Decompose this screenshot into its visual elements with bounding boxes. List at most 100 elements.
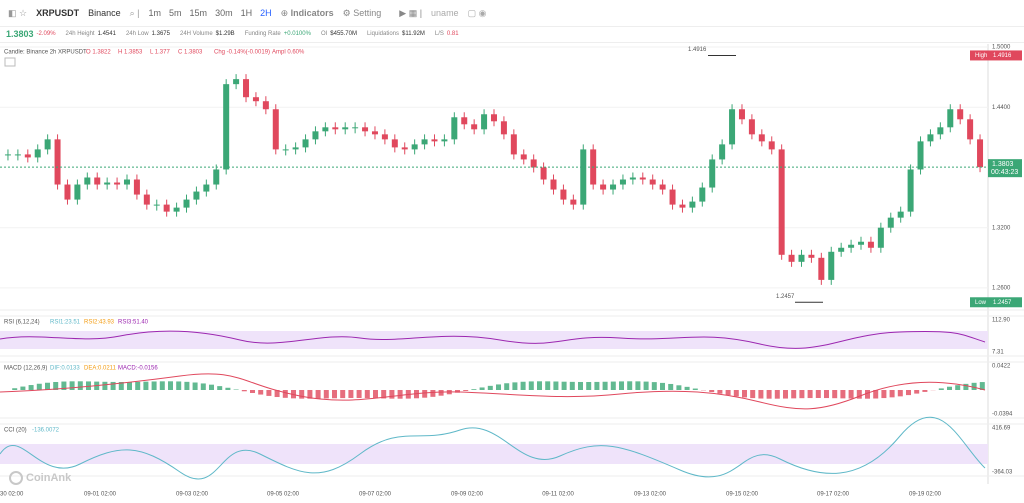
macd-bar <box>340 390 346 399</box>
candle <box>709 159 716 188</box>
candle <box>550 179 557 190</box>
interval[interactable]: 1H <box>240 8 253 18</box>
interval[interactable]: 15m <box>189 8 208 18</box>
candle <box>580 149 587 205</box>
candle <box>401 147 408 150</box>
candle <box>94 177 101 185</box>
macd-bar <box>373 390 378 399</box>
candle <box>371 131 378 135</box>
change: -2.09% <box>36 31 56 37</box>
macd-bar <box>463 390 469 391</box>
macd-bar <box>947 386 952 390</box>
macd-bar <box>938 388 944 390</box>
x-tick-label: 09-07 02:00 <box>359 492 392 498</box>
candle <box>114 182 121 185</box>
macd-bar <box>364 390 370 399</box>
macd-bar <box>684 386 690 390</box>
candle <box>610 184 617 190</box>
candle <box>362 127 369 132</box>
indicators[interactable]: ⊕ Indicators <box>280 7 334 18</box>
candle <box>629 177 636 180</box>
high-tag <box>970 50 1022 61</box>
interval[interactable]: 1m <box>148 8 162 18</box>
countdown: 00:43:23 <box>991 169 1018 176</box>
candle <box>967 119 974 140</box>
macd-bar <box>307 390 313 399</box>
candle <box>352 127 359 129</box>
y-tick-label: 1.4400 <box>992 105 1011 111</box>
candle <box>64 184 71 200</box>
interval[interactable]: 5m <box>169 8 182 18</box>
macd-bar <box>471 389 477 390</box>
macd-bar <box>28 385 34 390</box>
macd-bar <box>299 390 305 399</box>
candle <box>649 179 656 185</box>
macd-bar <box>774 390 780 399</box>
macd-bar <box>586 381 592 390</box>
macd-bar <box>635 381 641 390</box>
toolbar: ◧ ☆ XRPUSDT Binance ⌕ | 1m 5m 15m 30m 1H 2H ⊕… <box>0 0 1024 27</box>
macd-bar <box>520 381 526 390</box>
candle <box>520 154 527 160</box>
macd-bar <box>12 388 18 390</box>
macd-bar <box>561 381 567 390</box>
macd-bar <box>537 381 542 390</box>
candle <box>600 184 607 190</box>
high-tag-value: 1.4916 <box>993 53 1012 59</box>
interval[interactable]: 2H <box>260 8 272 18</box>
macd-bar <box>200 383 206 390</box>
macd-bar <box>897 390 903 397</box>
macd-bar <box>545 381 551 390</box>
y-tick-label: 1.5000 <box>992 45 1011 51</box>
candle <box>748 119 755 135</box>
icon[interactable]: ◧ ☆ <box>8 7 28 18</box>
indicator-axis-top: 0.0422 <box>992 364 1011 370</box>
search[interactable]: ⌕ | <box>129 7 140 18</box>
macd-bar <box>430 390 436 397</box>
macd-bar <box>69 381 75 390</box>
stat-label: 24H Volume <box>179 31 213 37</box>
macd-bar <box>865 390 870 399</box>
candle <box>867 241 874 248</box>
candle <box>421 139 428 145</box>
macd-bar <box>766 390 772 399</box>
interval[interactable]: 30m <box>215 8 233 18</box>
candle <box>689 201 696 208</box>
candle <box>24 154 31 158</box>
y-tick-label: 1.2600 <box>992 285 1011 291</box>
indicator-band <box>0 444 988 464</box>
macd-bar <box>594 381 600 390</box>
macd-bar <box>651 382 657 390</box>
candle <box>193 191 200 200</box>
tools[interactable]: ▶ ▦ | <box>399 7 423 18</box>
macd-bar <box>127 381 132 390</box>
candle <box>252 97 259 102</box>
macd-bar <box>143 381 149 390</box>
macd-bar <box>758 390 764 399</box>
stat-value: 0.81 <box>446 31 459 37</box>
stat-value: $11.92M <box>402 31 425 37</box>
macd-bar <box>602 381 608 390</box>
macd-bar <box>77 381 83 390</box>
user[interactable]: uname <box>431 8 459 18</box>
candle <box>758 134 765 142</box>
last-price: 1.3803 <box>992 161 1014 168</box>
price: 1.3803 <box>6 29 34 39</box>
stat-value: +0.0100% <box>283 31 311 37</box>
candle <box>947 109 954 128</box>
symbol[interactable]: XRPUSDT <box>36 8 80 18</box>
candle <box>451 117 458 140</box>
watermark-logo <box>9 471 23 485</box>
indicator-value: -136.0072 <box>32 428 60 434</box>
legend-title: Candle: Binance 2h XRPUSDT <box>4 50 87 56</box>
stat-value: 1.4541 <box>97 31 116 37</box>
candle <box>788 254 795 262</box>
candle <box>54 139 61 185</box>
setting[interactable]: ⚙ Setting <box>342 7 382 18</box>
macd-bar <box>717 390 723 394</box>
macd-bar <box>799 390 805 399</box>
camera[interactable]: ▢ ◉ <box>467 7 487 18</box>
x-tick-label: 09-09 02:00 <box>451 492 484 498</box>
x-tick-label: 09-05 02:00 <box>267 492 300 498</box>
candle <box>322 127 329 132</box>
